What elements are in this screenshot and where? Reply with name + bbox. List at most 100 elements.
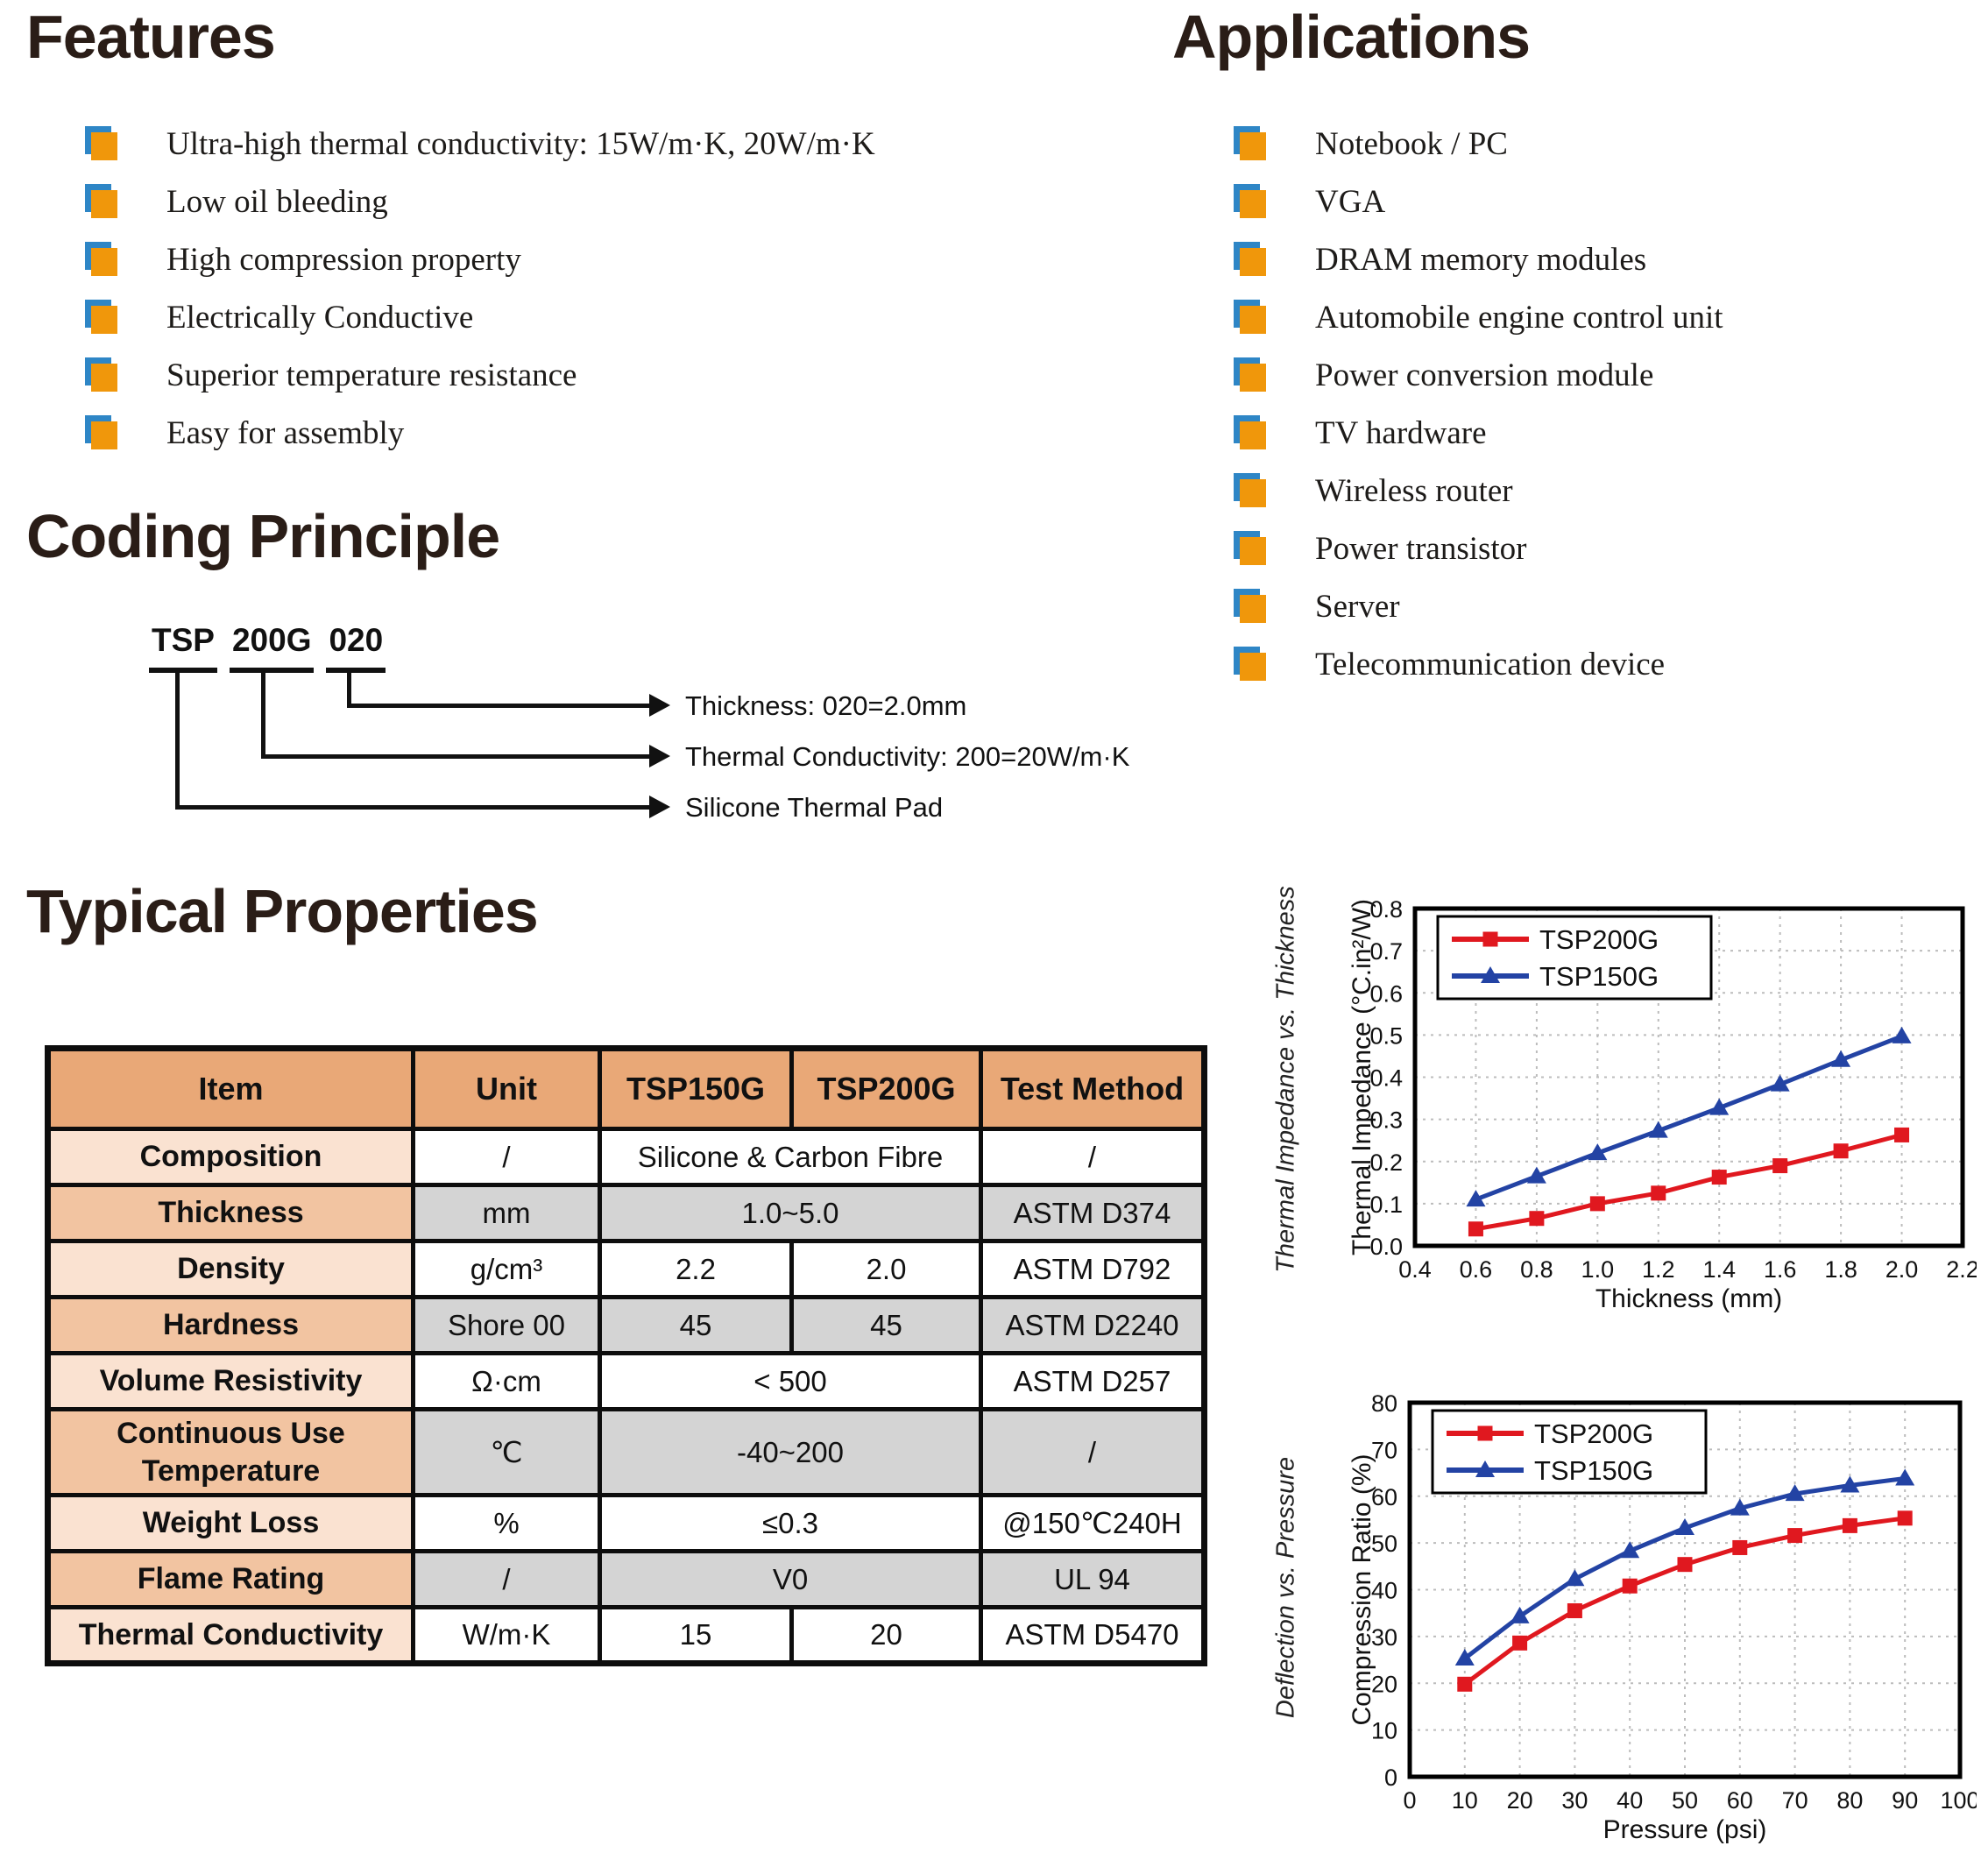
tsp200g-cell: 2.0 [789, 1239, 983, 1299]
callout-connector-line [175, 669, 180, 810]
code-segment-conductivity: 200G [229, 619, 315, 673]
list-item: VGA [1234, 173, 1723, 230]
svg-text:2.2: 2.2 [1946, 1256, 1977, 1283]
item-cell: Thickness [46, 1183, 415, 1243]
item-cell: Weight Loss [46, 1493, 415, 1553]
coding-principle-heading: Coding Principle [26, 502, 500, 570]
list-item-label: Automobile engine control unit [1315, 299, 1723, 336]
bullet-square-icon [85, 184, 118, 219]
bullet-square-icon [1234, 242, 1267, 277]
svg-text:Compression Ratio (%): Compression Ratio (%) [1349, 1453, 1376, 1725]
svg-text:0.7: 0.7 [1369, 938, 1403, 965]
unit-cell: mm [411, 1183, 602, 1243]
test-method-cell: / [979, 1407, 1206, 1497]
item-cell: Composition [46, 1127, 415, 1187]
list-item: Easy for assembly [85, 404, 875, 462]
svg-text:50: 50 [1371, 1531, 1397, 1557]
merged-value-cell: ≤0.3 [598, 1493, 983, 1553]
list-item: DRAM memory modules [1234, 230, 1723, 288]
table-row: Thickness mm 1.0~5.0 ASTM D374 [46, 1183, 1206, 1243]
list-item-label: Telecommunication device [1315, 646, 1666, 682]
table-header-row: Item Unit TSP150G TSP200G Test Method [46, 1046, 1206, 1131]
list-item: Electrically Conductive [85, 288, 875, 346]
test-method-cell: UL 94 [979, 1549, 1206, 1609]
bullet-square-icon [85, 415, 118, 450]
svg-text:0.5: 0.5 [1369, 1022, 1403, 1049]
typical-properties-heading: Typical Properties [26, 877, 539, 945]
tsp150g-cell: 45 [598, 1295, 794, 1355]
list-item-label: Superior temperature resistance [166, 357, 577, 393]
bullet-square-icon [1234, 415, 1267, 450]
svg-text:30: 30 [1561, 1787, 1588, 1814]
svg-text:0: 0 [1403, 1787, 1416, 1814]
svg-text:40: 40 [1371, 1578, 1397, 1604]
list-item-label: DRAM memory modules [1315, 241, 1647, 278]
svg-text:1.8: 1.8 [1824, 1256, 1857, 1283]
table-row: Volume Resistivity Ω·cm < 500 ASTM D257 [46, 1351, 1206, 1411]
thermal-impedance-chart: 0.4 0.6 0.8 1.0 1.2 1.4 1.6 1.8 2.0 2.2 0.0 0.1 0.2 0… [1348, 872, 1979, 1349]
list-item-label: Power transistor [1315, 530, 1527, 567]
list-item-label: Wireless router [1315, 472, 1513, 509]
legend-entry-label: TSP200G [1539, 924, 1659, 955]
test-method-cell: ASTM D5470 [979, 1605, 1206, 1666]
bullet-square-icon [1234, 300, 1267, 335]
table-row: Flame Rating / V0 UL 94 [46, 1549, 1206, 1609]
arrow-right-icon [649, 796, 670, 818]
column-header: TSP150G [598, 1046, 794, 1131]
table-row: Thermal Conductivity W/m·K 15 20 ASTM D5470 [46, 1605, 1206, 1666]
callout-label-thickness: Thickness: 020=2.0mm [685, 690, 967, 721]
table-row: Weight Loss% ≤0.3 @150℃240H [46, 1493, 1206, 1553]
item-cell: Volume Resistivity [46, 1351, 415, 1411]
unit-cell: ℃ [411, 1407, 602, 1497]
svg-text:1.6: 1.6 [1764, 1256, 1797, 1283]
bullet-square-icon [1234, 589, 1267, 624]
column-header: Test Method [979, 1046, 1206, 1131]
callout-connector-line [261, 669, 265, 759]
list-item: High compression property [85, 230, 875, 288]
bullet-square-icon [85, 242, 118, 277]
arrow-right-icon [649, 745, 670, 767]
unit-cell: Shore 00 [411, 1295, 602, 1355]
unit-cell: % [411, 1493, 602, 1553]
column-header: Item [46, 1046, 415, 1131]
svg-text:1.2: 1.2 [1642, 1256, 1675, 1283]
merged-value-cell: V0 [598, 1549, 983, 1609]
list-item-label: Easy for assembly [166, 414, 405, 451]
bullet-square-icon [1234, 357, 1267, 393]
test-method-cell: ASTM D792 [979, 1239, 1206, 1299]
tsp200g-cell: 45 [789, 1295, 983, 1355]
svg-text:60: 60 [1371, 1484, 1397, 1510]
callout-connector-line [261, 754, 649, 759]
svg-text:50: 50 [1672, 1787, 1698, 1814]
unit-cell: W/m·K [411, 1605, 602, 1666]
list-item-label: Power conversion module [1315, 357, 1654, 393]
list-item-label: High compression property [166, 241, 521, 278]
svg-text:Pressure (psi): Pressure (psi) [1603, 1815, 1767, 1844]
callout-connector-line [175, 805, 649, 810]
features-list: Ultra-high thermal conductivity: 15W/m·K… [85, 115, 875, 462]
test-method-cell: @150℃240H [979, 1493, 1206, 1553]
svg-text:0.8: 0.8 [1369, 896, 1403, 923]
svg-text:10: 10 [1371, 1718, 1397, 1744]
svg-text:70: 70 [1782, 1787, 1808, 1814]
bullet-square-icon [85, 357, 118, 393]
svg-text:70: 70 [1371, 1437, 1397, 1463]
svg-text:1.4: 1.4 [1702, 1256, 1736, 1283]
svg-text:0.1: 0.1 [1369, 1192, 1403, 1218]
table-row: Continuous Use Temperature ℃ -40~200/ [46, 1407, 1206, 1497]
item-cell: Density [46, 1239, 415, 1299]
column-header: TSP200G [789, 1046, 983, 1131]
arrow-right-icon [649, 694, 670, 717]
code-segment-thickness: 020 [326, 619, 386, 673]
table-row: Composition / Silicone & Carbon Fibre / [46, 1127, 1206, 1187]
svg-text:80: 80 [1371, 1390, 1397, 1417]
svg-text:0.3: 0.3 [1369, 1107, 1403, 1134]
callout-connector-line [347, 669, 351, 708]
bullet-square-icon [1234, 647, 1267, 682]
tsp150g-cell: 15 [598, 1605, 794, 1666]
svg-text:80: 80 [1836, 1787, 1863, 1814]
code-segment-prefix: TSP [149, 619, 217, 673]
callout-label-conductivity: Thermal Conductivity: 200=20W/m·K [685, 741, 1130, 772]
bullet-square-icon [85, 126, 118, 161]
list-item: Low oil bleeding [85, 173, 875, 230]
